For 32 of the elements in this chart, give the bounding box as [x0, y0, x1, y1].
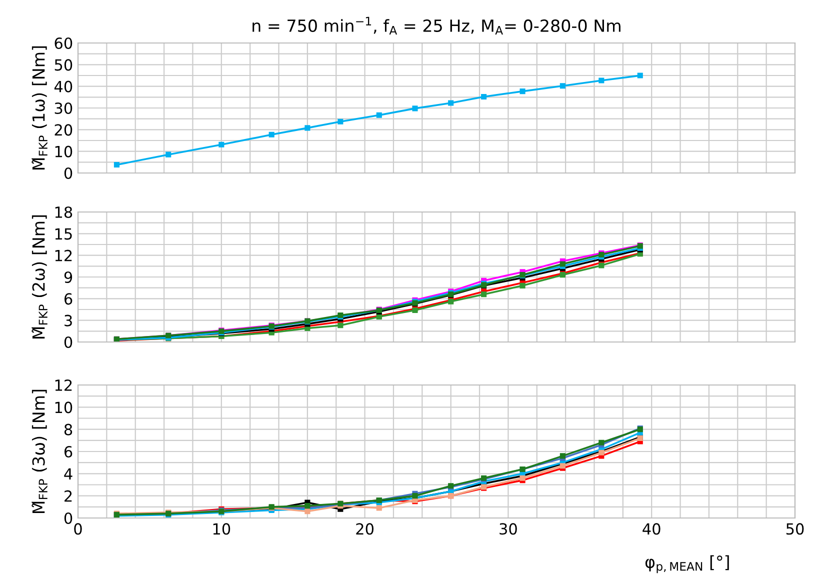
y-tick-label: 0: [64, 167, 72, 180]
y-tick-label: 0: [64, 336, 72, 348]
y-tick-label: 60: [54, 37, 72, 50]
y-tick-label: 10: [55, 146, 72, 158]
y-tick-label: 3: [64, 314, 72, 326]
y-tick-label: 40: [54, 80, 72, 92]
y-tick-label: 20: [54, 124, 72, 136]
y-tick-label: 9: [64, 271, 72, 284]
x-tick-label: 50: [786, 523, 804, 535]
y-axis-title: M̃$_{FKP}$ (3ω) [Nm]: [32, 390, 48, 514]
y-tick-label: 2: [64, 490, 72, 502]
y-tick-label: 0: [64, 512, 72, 524]
y-tick-label: 50: [54, 59, 72, 71]
y-tick-label: 12: [55, 250, 72, 262]
x-tick-label: 10: [213, 523, 230, 535]
y-tick-label: 12: [55, 379, 72, 391]
y-tick-label: 8: [64, 424, 72, 436]
x-axis-title: φ$_{p,MEAN}$ [°]: [645, 555, 729, 574]
y-tick-label: 6: [64, 446, 72, 458]
y-axis-title: M̃$_{FKP}$ (2ω) [Nm]: [32, 215, 48, 339]
y-tick-label: 4: [64, 468, 72, 480]
x-tick-label: 0: [74, 523, 82, 535]
x-tick-label: 40: [642, 523, 660, 535]
y-axis-title: M̃$_{FKP}$ (1ω) [Nm]: [32, 46, 48, 170]
y-tick-label: 10: [55, 402, 72, 414]
x-tick-label: 20: [356, 523, 374, 535]
y-tick-label: 15: [55, 228, 72, 240]
x-tick-label: 30: [500, 523, 517, 535]
y-tick-label: 18: [55, 206, 72, 218]
y-tick-label: 30: [54, 102, 72, 114]
y-tick-label: 6: [64, 293, 72, 305]
chart-title: n = 750 min$^{−1}$, f$_{A}$ = 25 Hz, M$_{A}$= 0-280-0 Nm: [252, 16, 620, 35]
